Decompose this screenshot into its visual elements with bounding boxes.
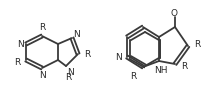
Text: R: R [181,61,187,71]
Text: R: R [14,58,20,66]
Text: R: R [194,39,200,49]
Text: N: N [115,53,121,61]
Text: O: O [170,9,178,19]
Text: R: R [65,72,71,82]
Text: N: N [17,39,23,49]
Text: N: N [39,71,45,79]
Text: N: N [74,30,80,38]
Text: NH: NH [154,66,168,74]
Text: R: R [84,49,90,59]
Text: R: R [130,72,136,81]
Text: N: N [67,67,73,77]
Text: R: R [39,22,45,32]
